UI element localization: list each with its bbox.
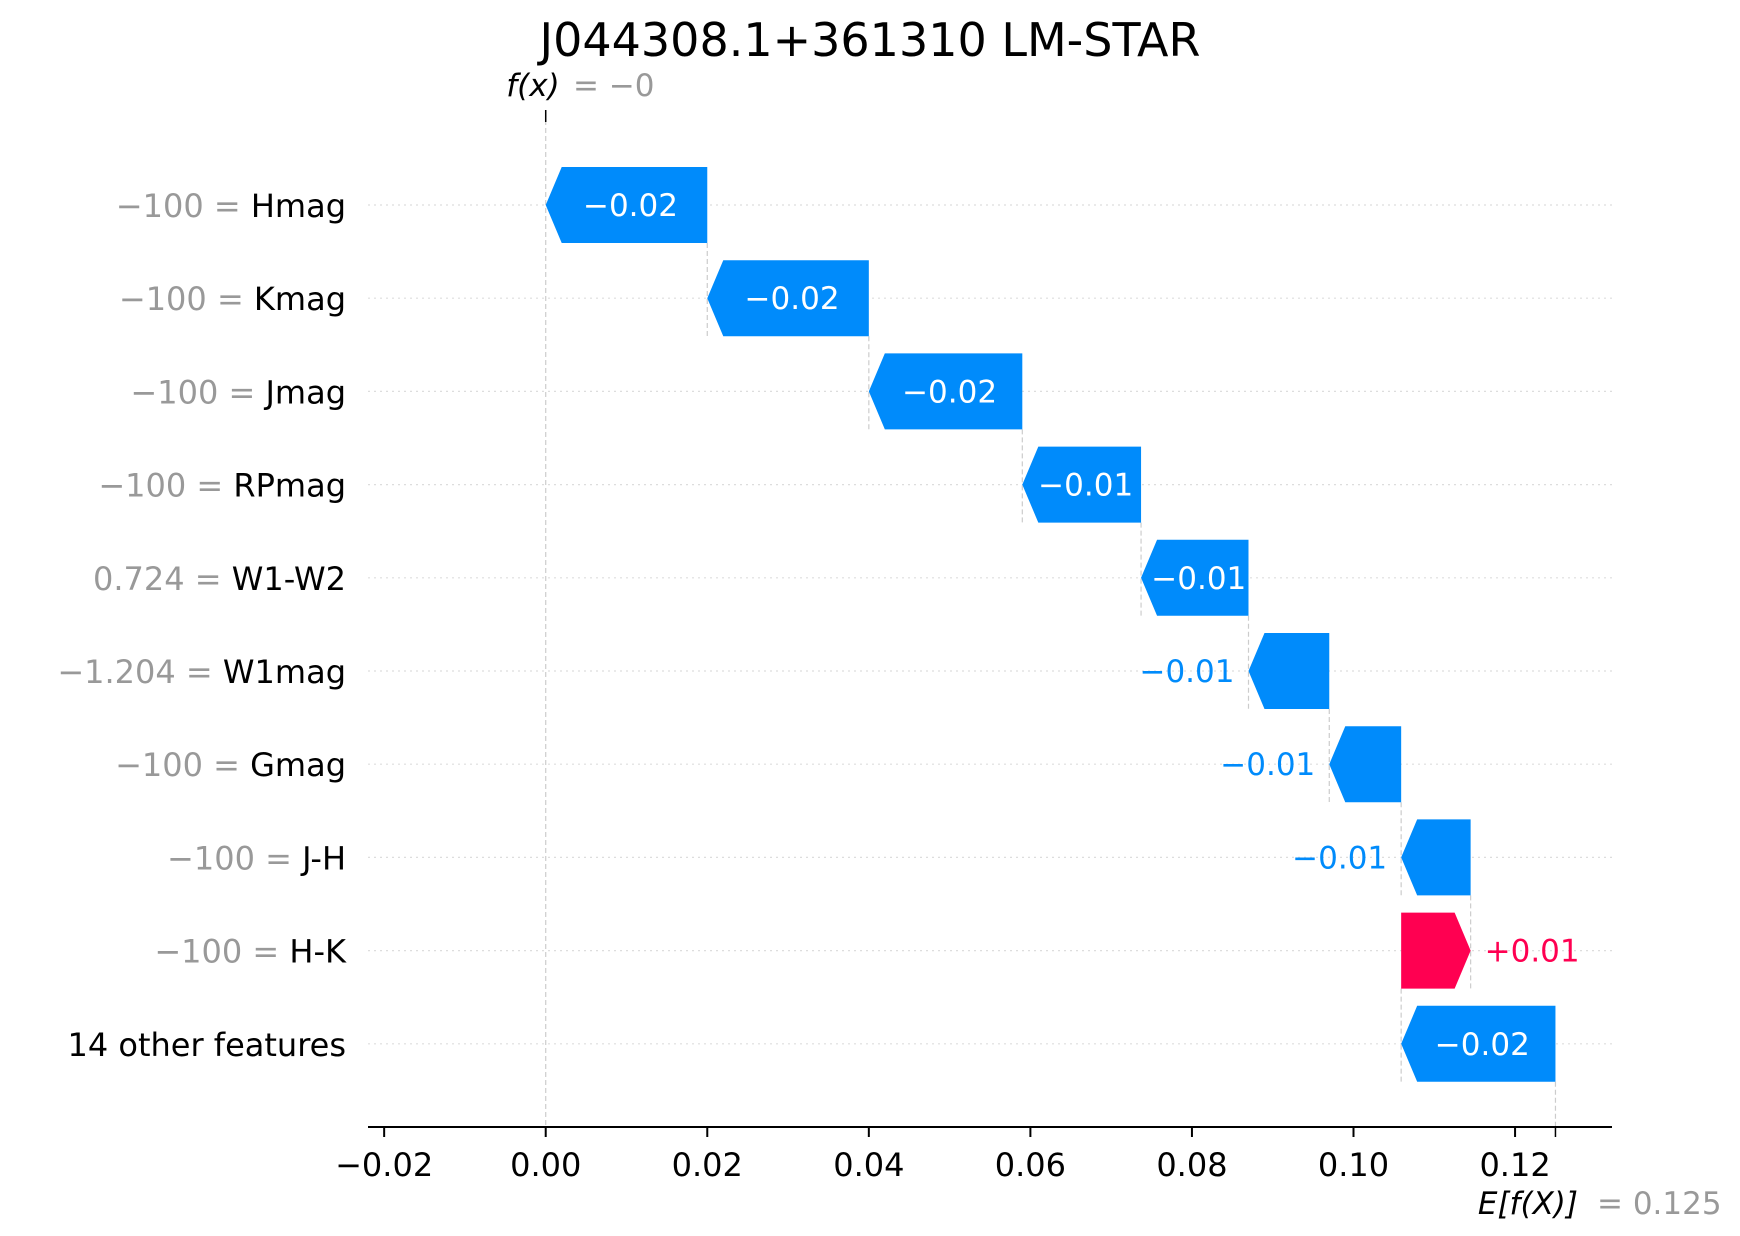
x-tick-label: 0.10 — [1318, 1146, 1389, 1184]
feature-value: −100 = — [98, 467, 233, 505]
feature-label: −100 = H-K — [154, 933, 347, 971]
chart-title: J044308.1+361310 LM-STAR — [537, 13, 1201, 67]
bar-value-label: −0.02 — [902, 374, 997, 410]
negative-bar — [1022, 446, 1142, 523]
feature-name: Hmag — [251, 187, 346, 225]
x-axis: −0.02 0.00 0.02 0.04 0.06 0.08 0.10 0.12 — [335, 1126, 1612, 1184]
feature-label: −100 = Hmag — [116, 187, 346, 225]
feature-name: J-H — [300, 839, 346, 877]
feature-label: −100 = Gmag — [115, 746, 346, 784]
fx-label: f(x) — [506, 68, 559, 104]
feature-value: −1.204 = — [57, 653, 223, 691]
negative-bar — [868, 353, 1023, 430]
negative-bar — [1141, 539, 1249, 616]
feature-value: −100 = — [115, 746, 250, 784]
bar-value-label: −0.01 — [1038, 468, 1133, 504]
feature-label: −100 = Jmag — [130, 373, 346, 411]
bar-value-label: −0.01 — [1139, 654, 1234, 690]
feature-value: −100 = — [130, 373, 265, 411]
feature-name: Gmag — [250, 746, 346, 784]
feature-name: Kmag — [254, 280, 346, 318]
feature-label: −100 = Kmag — [119, 280, 346, 318]
negative-bar — [545, 167, 708, 243]
x-tick-label: 0.02 — [672, 1146, 743, 1184]
feature-label: −100 = RPmag — [98, 467, 346, 505]
negative-bar — [1248, 633, 1330, 709]
bar-group: −0.02 −0.02 −0.02 −0.01 −0.01 −0.01 −0.01 −0.01… — [545, 167, 1580, 1082]
feature-value: 0.724 = — [93, 560, 232, 598]
feature-label: 0.724 = W1-W2 — [93, 560, 346, 598]
x-tick-label: 0.00 — [510, 1146, 581, 1184]
bar-value-label: −0.02 — [1435, 1027, 1530, 1063]
feature-name: H-K — [289, 933, 347, 971]
x-tick-label: 0.04 — [833, 1146, 904, 1184]
feature-value: −100 = — [167, 839, 302, 877]
fx-value: = −0 — [573, 68, 655, 104]
bar-value-label: −0.01 — [1151, 561, 1246, 597]
feature-value: −100 = — [116, 187, 251, 225]
feature-value: −100 = — [119, 280, 254, 318]
feature-name: Jmag — [263, 373, 346, 411]
x-tick-label: 0.12 — [1479, 1146, 1550, 1184]
negative-bar — [1329, 726, 1402, 803]
bar-value-label: +0.01 — [1485, 934, 1580, 970]
efx-label: E[f(X)] — [1478, 1186, 1578, 1222]
feature-name: W1-W2 — [232, 560, 346, 598]
negative-bar — [1401, 819, 1471, 896]
bar-value-label: −0.01 — [1292, 840, 1387, 876]
feature-name: RPmag — [233, 467, 346, 505]
negative-bar — [1401, 1005, 1556, 1082]
feature-label: −100 = J-H — [167, 839, 346, 877]
feature-name: 14 other features — [67, 1026, 346, 1064]
positive-bar — [1401, 912, 1471, 989]
feature-labels: −100 = Hmag−100 = Kmag−100 = Jmag−100 = … — [57, 187, 347, 1064]
bar-value-label: −0.02 — [745, 281, 840, 317]
bar-value-label: −0.01 — [1220, 747, 1315, 783]
connector-lines — [544, 110, 1557, 1127]
bar-value-label: −0.02 — [583, 188, 678, 224]
x-tick-label: 0.06 — [995, 1146, 1066, 1184]
efx-value: = 0.125 — [1597, 1186, 1722, 1222]
x-tick-label: 0.08 — [1156, 1146, 1227, 1184]
feature-label: −1.204 = W1mag — [57, 653, 346, 691]
negative-bar — [707, 260, 869, 337]
feature-value: −100 = — [154, 933, 289, 971]
feature-name: W1mag — [223, 653, 346, 691]
efx-annotation: E[f(X)] = 0.125 — [1478, 1186, 1722, 1222]
fx-annotation: f(x) = −0 — [506, 68, 654, 104]
feature-label: 14 other features — [67, 1026, 346, 1064]
x-tick-label: −0.02 — [335, 1146, 433, 1184]
